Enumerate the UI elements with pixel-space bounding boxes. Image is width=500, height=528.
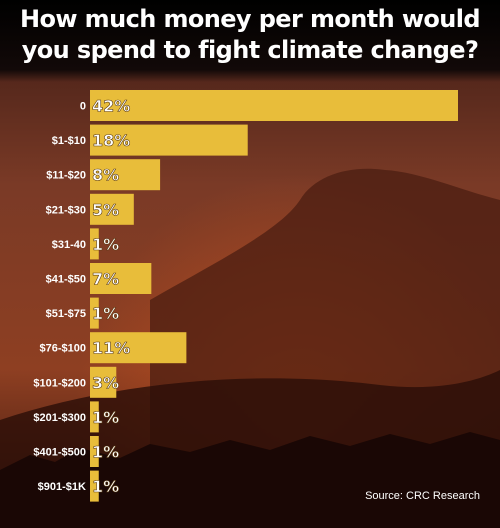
category-label-1: $1-$10 (52, 135, 86, 147)
value-label-5: 7% (92, 270, 119, 289)
value-label-4: 1% (92, 235, 119, 254)
category-label-8: $101-$200 (33, 377, 86, 389)
category-label-11: $901-$1K (38, 481, 86, 493)
value-label-9: 1% (92, 408, 119, 427)
bar-0 (90, 90, 458, 121)
bar-8 (90, 366, 117, 398)
value-label-7: 11% (92, 339, 130, 358)
category-label-2: $11-$20 (46, 170, 86, 182)
value-label-0: 42% (92, 97, 130, 116)
bar-1 (90, 124, 248, 156)
category-label-10: $401-$500 (33, 447, 86, 459)
category-label-6: $51-$75 (46, 308, 86, 320)
category-label-7: $76-$100 (40, 343, 87, 355)
bar-10 (90, 436, 99, 467)
bar-5 (90, 263, 152, 294)
value-label-6: 1% (92, 304, 119, 323)
value-label-1: 18% (92, 131, 130, 150)
bar-4 (90, 228, 99, 260)
category-label-5: $41-$50 (46, 274, 86, 286)
value-label-3: 5% (92, 200, 119, 219)
value-label-10: 1% (92, 443, 119, 462)
category-label-4: $31-40 (52, 239, 86, 251)
value-label-2: 8% (92, 166, 119, 185)
value-label-11: 1% (92, 477, 119, 496)
chart-title: How much money per month would you spend… (0, 0, 500, 82)
bar-6 (90, 297, 99, 329)
source-credit: Source: CRC Research (365, 490, 480, 502)
bar-11 (90, 470, 99, 502)
category-label-3: $21-$30 (46, 204, 86, 216)
title-line-1: How much money per month would (19, 5, 481, 33)
bar-2 (90, 159, 161, 191)
title-line-2: you spend to fight climate change? (21, 36, 479, 64)
category-label-9: $201-$300 (33, 412, 86, 424)
value-label-8: 3% (92, 373, 119, 392)
bar-3 (90, 193, 134, 225)
bar-7 (90, 332, 187, 364)
category-label-0: 0 (80, 101, 86, 113)
bar-9 (90, 401, 99, 433)
